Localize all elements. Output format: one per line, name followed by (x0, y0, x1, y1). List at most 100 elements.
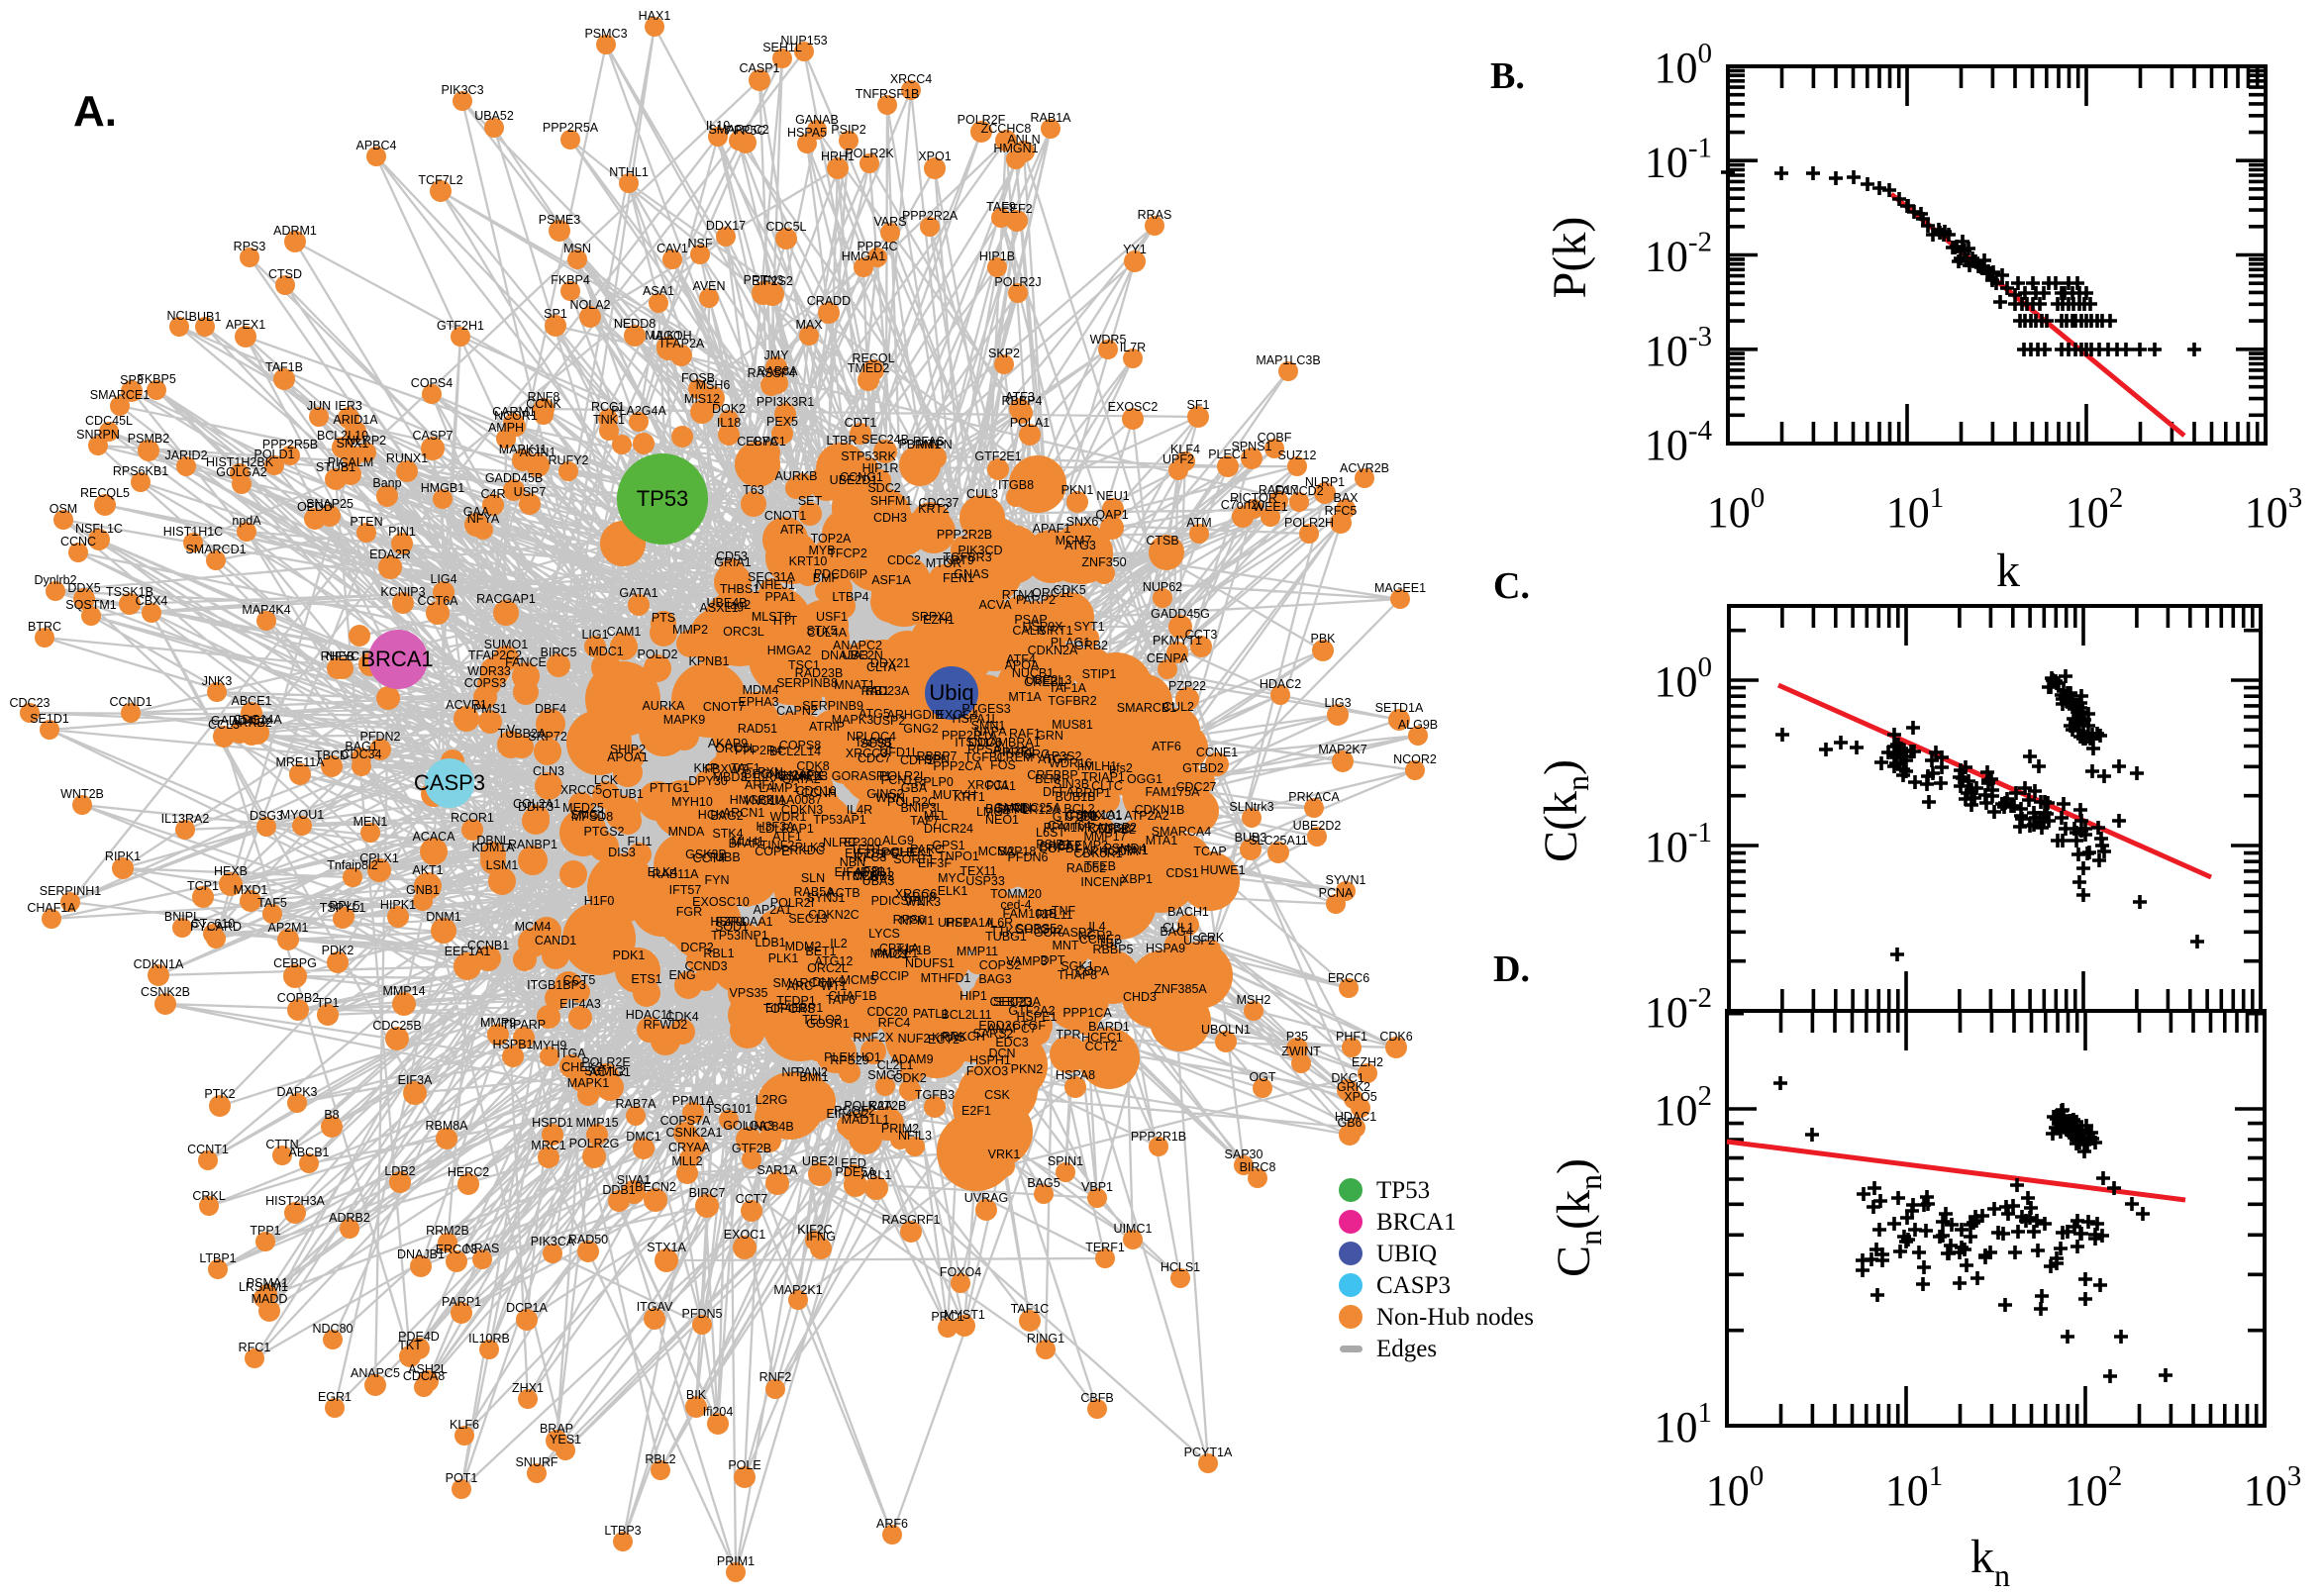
svg-text:CTSD: CTSD (268, 267, 302, 281)
svg-text:POLR2C: POLR2C (887, 795, 937, 809)
svg-text:SCML2: SCML2 (584, 1064, 626, 1078)
svg-text:CEBPG: CEBPG (273, 956, 317, 970)
svg-text:103: 103 (2244, 1460, 2302, 1515)
svg-text:POLR2J: POLR2J (994, 275, 1041, 289)
svg-text:EXOC1: EXOC1 (724, 1228, 765, 1242)
svg-text:MSN: MSN (563, 242, 591, 255)
svg-text:CAV1: CAV1 (656, 242, 688, 255)
svg-text:TGFBR3: TGFBR3 (943, 550, 991, 564)
svg-text:CDC6: CDC6 (968, 736, 1002, 749)
svg-text:GRB2: GRB2 (1074, 639, 1108, 652)
svg-text:PRKACA: PRKACA (1288, 790, 1340, 804)
svg-text:CENPA: CENPA (1147, 651, 1189, 665)
svg-text:CUL3: CUL3 (966, 487, 998, 501)
svg-text:DDX17: DDX17 (706, 219, 746, 233)
svg-text:UBA3: UBA3 (862, 874, 895, 888)
svg-text:MED25: MED25 (562, 801, 604, 815)
svg-text:ADRB2: ADRB2 (329, 1211, 370, 1225)
svg-text:SPN: SPN (924, 752, 950, 766)
svg-text:RB1: RB1 (865, 684, 889, 698)
svg-text:FGR: FGR (676, 905, 702, 919)
svg-text:XRCC3: XRCC3 (846, 747, 887, 760)
svg-text:CDK5: CDK5 (1053, 583, 1085, 597)
svg-text:BUB1: BUB1 (189, 310, 222, 324)
svg-text:TCF7L2: TCF7L2 (418, 173, 462, 187)
svg-text:CNOT7: CNOT7 (703, 700, 745, 714)
svg-text:LIG3: LIG3 (1324, 696, 1351, 710)
svg-text:LCK: LCK (594, 773, 619, 787)
svg-text:CLN3: CLN3 (533, 764, 564, 778)
svg-text:10-3: 10-3 (1645, 321, 1712, 375)
svg-text:CDH3: CDH3 (873, 511, 907, 525)
svg-text:CHEK1: CHEK1 (891, 846, 933, 859)
svg-text:EIF2S2: EIF2S2 (752, 274, 793, 288)
svg-text:DNM1: DNM1 (426, 910, 460, 924)
svg-text:SOS1: SOS1 (859, 737, 892, 750)
svg-text:PRKCH: PRKCH (942, 1030, 985, 1044)
svg-text:KRT10: KRT10 (789, 554, 828, 568)
svg-text:MYC: MYC (938, 871, 965, 885)
svg-text:DBNL: DBNL (476, 834, 509, 848)
svg-text:EIF4E: EIF4E (835, 865, 869, 879)
svg-text:EP300: EP300 (844, 836, 881, 849)
svg-text:CCNG1: CCNG1 (840, 470, 883, 484)
svg-text:npdA: npdA (232, 514, 261, 528)
svg-text:EDA2R: EDA2R (369, 548, 411, 561)
svg-text:CHAF1B: CHAF1B (828, 989, 876, 1003)
svg-text:NEU1: NEU1 (1096, 489, 1129, 503)
svg-text:TP53: TP53 (637, 486, 689, 511)
svg-text:TAF6: TAF6 (826, 993, 856, 1007)
svg-text:HMGA2: HMGA2 (767, 644, 812, 657)
svg-text:THBS1: THBS1 (720, 582, 759, 596)
svg-text:BIK: BIK (686, 1388, 707, 1402)
svg-text:RAB11A: RAB11A (652, 867, 699, 881)
svg-text:PHF1: PHF1 (1336, 1030, 1367, 1044)
svg-text:SEC23A: SEC23A (993, 995, 1042, 1009)
svg-text:PPT1: PPT1 (1002, 746, 1033, 759)
svg-text:MAD1L1: MAD1L1 (842, 1113, 890, 1127)
svg-text:SNX6: SNX6 (1066, 515, 1099, 529)
svg-text:103: 103 (2245, 482, 2303, 537)
svg-text:GATA2: GATA2 (781, 772, 820, 786)
svg-text:Ifi204: Ifi204 (703, 1405, 734, 1419)
svg-text:PKMYT1: PKMYT1 (1153, 634, 1202, 648)
svg-text:DAPK3: DAPK3 (277, 1085, 318, 1099)
svg-text:ADRM1: ADRM1 (273, 224, 317, 238)
svg-text:IL10RB: IL10RB (468, 1332, 510, 1346)
svg-text:TAF5: TAF5 (257, 896, 287, 910)
svg-text:ZNF350: ZNF350 (1081, 555, 1126, 569)
svg-text:UBE2D1: UBE2D1 (830, 473, 878, 487)
svg-text:SAP30: SAP30 (1225, 1147, 1263, 1161)
svg-text:CDC45L: CDC45L (85, 414, 133, 428)
svg-text:VAMP3: VAMP3 (1006, 954, 1047, 968)
svg-text:BLM: BLM (1035, 772, 1060, 786)
svg-text:Cn(kn): Cn(kn) (1548, 1158, 1608, 1277)
svg-text:CHEK2: CHEK2 (561, 1060, 603, 1074)
svg-text:EDD2: EDD2 (978, 1019, 1011, 1033)
svg-text:KIF2C: KIF2C (797, 1223, 832, 1237)
svg-text:TIPARP: TIPARP (502, 1018, 546, 1032)
svg-text:IFT57: IFT57 (669, 883, 702, 897)
svg-text:XRCC5: XRCC5 (560, 783, 602, 797)
svg-text:B.: B. (1490, 55, 1525, 97)
svg-text:POLR2F: POLR2F (958, 113, 1006, 127)
svg-text:NSF: NSF (688, 237, 713, 250)
svg-text:CDKN2C: CDKN2C (808, 908, 858, 922)
svg-text:BMF: BMF (813, 571, 840, 585)
svg-text:BIRC8: BIRC8 (1240, 1160, 1276, 1174)
svg-text:RUNX1: RUNX1 (386, 451, 428, 465)
svg-text:KRT9: KRT9 (943, 553, 974, 567)
svg-text:RNF2: RNF2 (759, 1370, 792, 1384)
svg-text:FOXO3: FOXO3 (966, 1064, 1008, 1078)
svg-text:GTBD2: GTBD2 (1182, 761, 1224, 775)
svg-text:HEXB: HEXB (214, 864, 248, 878)
svg-text:WDR16: WDR16 (1049, 756, 1092, 770)
svg-text:YY1: YY1 (1123, 243, 1147, 256)
svg-text:IFNG: IFNG (806, 1230, 836, 1244)
svg-text:PFDN5: PFDN5 (682, 1307, 723, 1321)
svg-text:MCM2: MCM2 (978, 845, 1015, 858)
svg-text:KLF6: KLF6 (450, 1418, 479, 1432)
svg-text:NFIL3: NFIL3 (898, 1129, 932, 1143)
svg-text:ORC1L: ORC1L (1032, 586, 1073, 600)
svg-text:SNRPN: SNRPN (76, 428, 120, 442)
